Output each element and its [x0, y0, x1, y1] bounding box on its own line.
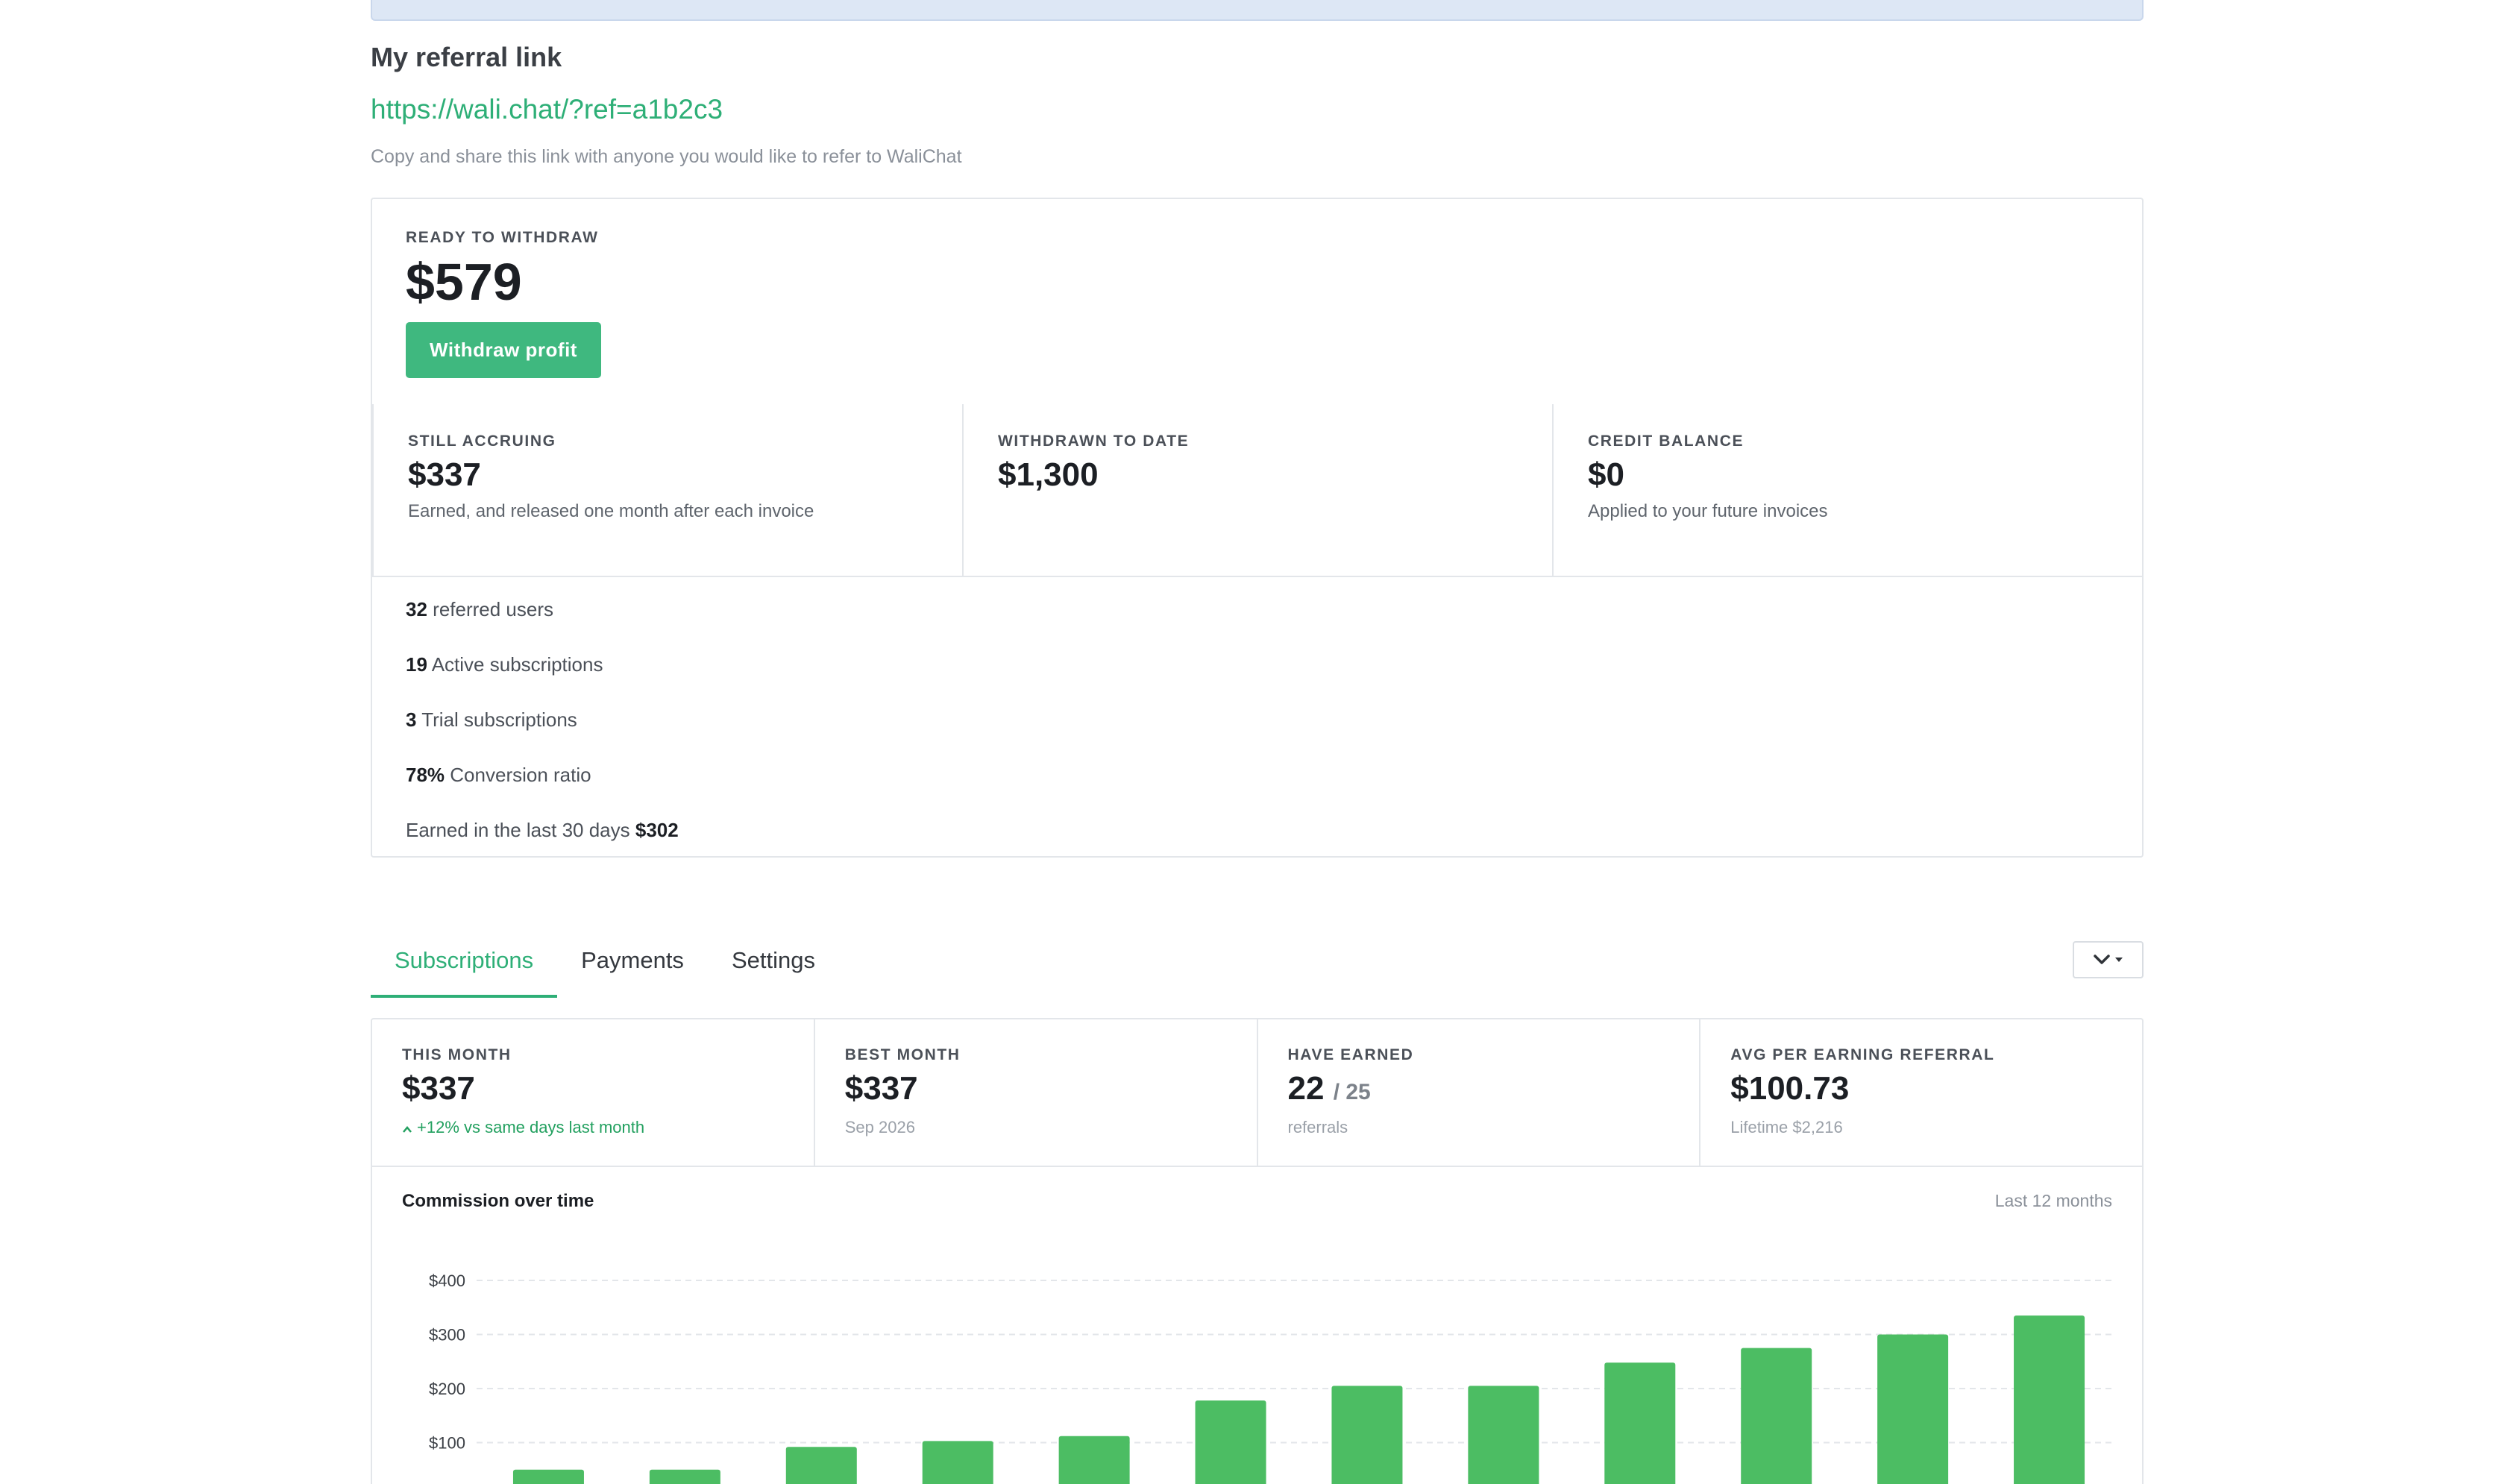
kpi-sub: +12% vs same days last month	[417, 1118, 645, 1136]
referral-link[interactable]: https://wali.chat/?ref=a1b2c3	[371, 94, 723, 125]
kpi-label: HAVE EARNED	[1287, 1046, 1414, 1063]
ready-label: READY TO WITHDRAW	[406, 229, 599, 246]
metric-still-accruing: STILL ACCRUING $337 Earned, and released…	[372, 404, 962, 576]
kpi-row: THIS MONTH $337 +12% vs same days last m…	[372, 1019, 2142, 1167]
chart-bar[interactable]	[1058, 1436, 1130, 1484]
kpi-value-suffix: / 25	[1333, 1080, 1371, 1104]
metric-value: $1,300	[998, 456, 1099, 493]
kpi-label: THIS MONTH	[402, 1046, 512, 1063]
metrics-row: STILL ACCRUING $337 Earned, and released…	[372, 404, 2142, 577]
kpi-best-month: BEST MONTH $337 Sep 2026	[813, 1019, 1257, 1166]
stat-value: 3	[406, 708, 417, 731]
kpi-label: BEST MONTH	[844, 1046, 961, 1063]
metric-sub: Applied to your future invoices	[1588, 501, 1828, 521]
stat-label: Conversion ratio	[450, 764, 591, 786]
metric-value: $0	[1588, 456, 1624, 493]
chart-bar[interactable]	[1604, 1362, 1676, 1484]
kpi-sub: Sep 2026	[844, 1118, 915, 1136]
earnings-card: READY TO WITHDRAW $579 Withdraw profit S…	[371, 198, 2144, 858]
chart-bar[interactable]	[1468, 1386, 1539, 1484]
stat-value: 19	[406, 653, 427, 676]
stat-label: Active subscriptions	[431, 653, 603, 676]
commission-bar-chart: $0$100$200$300$400	[429, 1271, 2114, 1484]
stat-conversion-ratio: 78% Conversion ratio	[406, 760, 679, 815]
referral-title: My referral link	[371, 42, 562, 72]
options-dropdown[interactable]	[2073, 941, 2144, 978]
metric-label: WITHDRAWN TO DATE	[998, 433, 1190, 450]
stat-label: Trial subscriptions	[421, 708, 577, 731]
chart-header: Commission over time Last 12 months	[402, 1191, 2112, 1212]
chart-bar[interactable]	[512, 1469, 584, 1484]
metric-label: CREDIT BALANCE	[1588, 433, 1745, 450]
caret-down-icon	[2114, 958, 2123, 962]
kpi-label: AVG PER EARNING REFERRAL	[1730, 1046, 1995, 1063]
referral-hint: Copy and share this link with anyone you…	[371, 146, 962, 167]
ready-to-withdraw: READY TO WITHDRAW $579	[406, 229, 599, 308]
ready-amount: $579	[406, 253, 522, 311]
chart-bar[interactable]	[1195, 1400, 1266, 1484]
chart-bar[interactable]	[922, 1441, 993, 1484]
metric-sub: Earned, and released one month after eac…	[408, 501, 814, 521]
tab-payments[interactable]: Payments	[581, 947, 684, 973]
chart-bar[interactable]	[649, 1469, 720, 1484]
kpi-value: $100.73	[1730, 1070, 1850, 1107]
stat-trial-subscriptions: 3 Trial subscriptions	[406, 705, 679, 760]
stat-label: Earned in the last 30 days	[406, 819, 630, 841]
y-tick-label: $200	[429, 1380, 465, 1398]
kpi-sub: referrals	[1287, 1118, 1348, 1136]
chart-bar[interactable]	[1331, 1386, 1403, 1484]
kpi-value-wrap: 22 / 25	[1288, 1070, 1670, 1107]
kpi-value: 22	[1287, 1070, 1325, 1107]
info-banner	[371, 0, 2144, 21]
y-tick-label: $400	[429, 1271, 465, 1290]
stat-referred-users: 32 referred users	[406, 594, 679, 650]
y-tick-label: $300	[429, 1326, 465, 1345]
chart-bar[interactable]	[2014, 1315, 2085, 1484]
kpi-this-month: THIS MONTH $337 +12% vs same days last m…	[372, 1019, 814, 1166]
stat-value: $302	[635, 819, 679, 841]
chart-title: Commission over time	[402, 1191, 594, 1211]
chart-bar[interactable]	[1877, 1334, 1949, 1484]
kpi-sub: Lifetime $2,216	[1730, 1118, 1843, 1136]
withdraw-profit-button[interactable]: Withdraw profit	[406, 322, 601, 378]
kpi-value: $337	[844, 1070, 918, 1107]
kpi-trend: +12% vs same days last month	[402, 1118, 784, 1137]
metric-credit-balance: CREDIT BALANCE $0 Applied to your future…	[1552, 404, 2142, 576]
triangle-up-icon	[403, 1126, 412, 1133]
kpi-value: $337	[402, 1070, 475, 1107]
kpi-have-earned: HAVE EARNED 22 / 25 referrals	[1256, 1019, 1700, 1166]
stat-value: 78%	[406, 764, 445, 786]
stat-active-subscriptions: 19 Active subscriptions	[406, 650, 679, 705]
metric-withdrawn: WITHDRAWN TO DATE $1,300	[962, 404, 1552, 576]
chart-bar[interactable]	[785, 1447, 857, 1484]
kpi-avg-per-referral: AVG PER EARNING REFERRAL $100.73 Lifetim…	[1699, 1019, 2142, 1166]
chevron-down-icon	[2093, 955, 2110, 964]
tab-settings[interactable]: Settings	[731, 947, 815, 973]
chart-bar[interactable]	[1741, 1348, 1812, 1484]
y-tick-label: $100	[429, 1434, 465, 1453]
referral-stats: 32 referred users 19 Active subscription…	[406, 594, 679, 870]
stat-value: 32	[406, 598, 427, 620]
tab-subscriptions[interactable]: Subscriptions	[371, 928, 558, 998]
stat-earned-last-30: Earned in the last 30 days $302	[406, 815, 679, 870]
stat-label: referred users	[433, 598, 553, 620]
tab-bar: Subscriptions Payments Settings	[371, 928, 839, 998]
metric-value: $337	[408, 456, 481, 493]
metric-label: STILL ACCRUING	[408, 433, 556, 450]
subscriptions-panel: THIS MONTH $337 +12% vs same days last m…	[371, 1018, 2144, 1484]
chart-range: Last 12 months	[1994, 1191, 2112, 1210]
